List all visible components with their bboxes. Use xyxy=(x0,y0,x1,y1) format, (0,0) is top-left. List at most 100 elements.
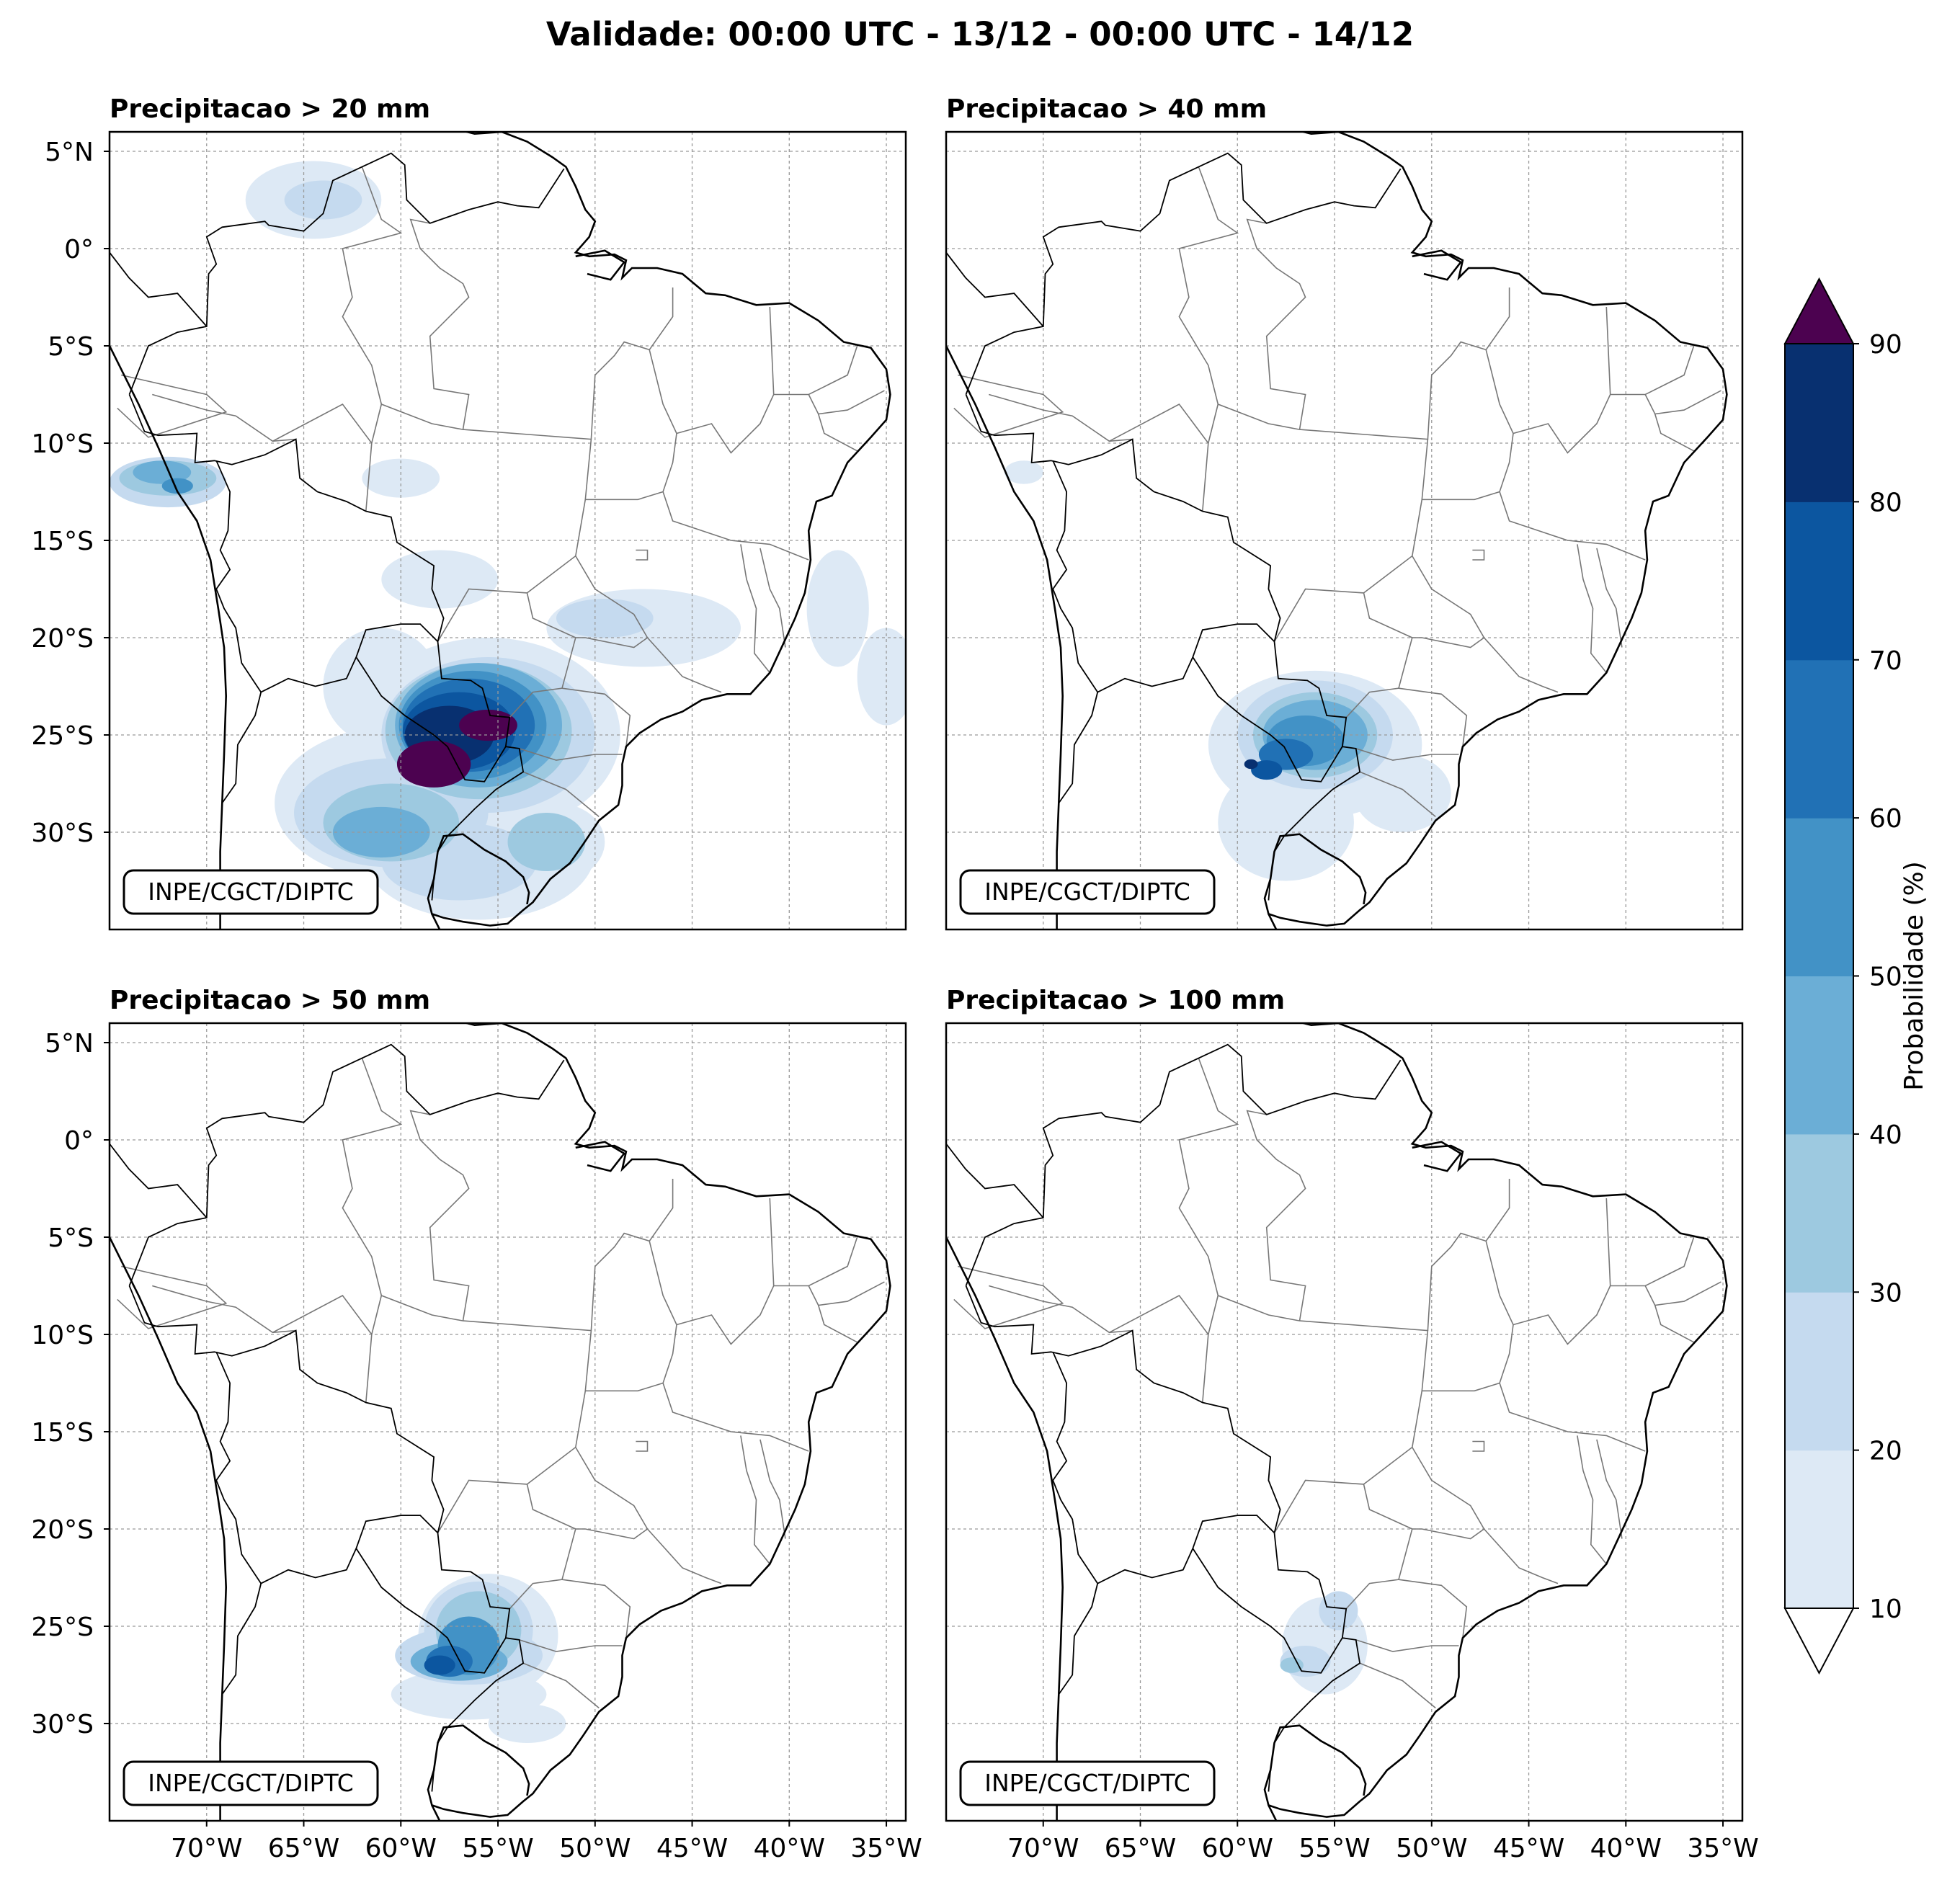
country-border xyxy=(355,656,507,783)
panel-title: Precipitacao > 50 mm xyxy=(110,986,430,1015)
political-borders xyxy=(110,1023,891,1821)
country-border xyxy=(215,1351,439,1584)
lon-tick-label: 35°W xyxy=(1687,1834,1758,1863)
state-border xyxy=(740,544,770,674)
credit-frame xyxy=(122,869,379,915)
state-border xyxy=(1246,1110,1306,1321)
state-border xyxy=(519,1639,623,1652)
colorbar-segment xyxy=(1785,344,1853,502)
country-border xyxy=(128,1043,565,1286)
probability-patch xyxy=(1319,1591,1358,1631)
state-border xyxy=(773,345,858,396)
country-border xyxy=(946,251,1044,327)
probability-patch xyxy=(161,478,193,494)
state-border xyxy=(371,403,592,594)
state-border xyxy=(342,1058,403,1296)
credit-frame xyxy=(959,1760,1216,1806)
lat-tick-label: 0° xyxy=(64,235,94,264)
state-border xyxy=(117,1265,228,1329)
credit-label: INPE/CGCT/DIPTC xyxy=(984,878,1190,906)
state-border xyxy=(989,393,1133,442)
coastline xyxy=(1268,1804,1278,1821)
map-frame xyxy=(108,130,907,931)
probability-patch xyxy=(507,813,586,871)
state-border xyxy=(1273,588,1413,718)
panel-title: Precipitacao > 20 mm xyxy=(110,94,430,124)
state-border xyxy=(1422,1241,1514,1392)
map-panel: Precipitacao > 50 mm INPE/CGCT/DIPTC 5°N 0°… xyxy=(31,986,922,1863)
state-border xyxy=(808,390,885,415)
lon-tick-label: 50°W xyxy=(1396,1834,1467,1863)
state-border xyxy=(1499,491,1646,561)
map-panel: Precipitacao > 20 mm INPE/CGCT/DIPTC 5°N 0°… xyxy=(31,94,907,931)
lat-tick-label: 10°S xyxy=(31,429,94,459)
country-border xyxy=(946,1143,1044,1218)
state-border xyxy=(636,1440,649,1452)
panel-title: Precipitacao > 40 mm xyxy=(946,94,1267,124)
coastline xyxy=(431,913,441,929)
lat-tick-label: 10°S xyxy=(31,1321,94,1350)
coastline xyxy=(1412,1141,1463,1172)
state-border xyxy=(1422,349,1514,501)
map-panel: Precipitacao > 40 mm INPE/CGCT/DIPTC xyxy=(945,94,1744,931)
political-borders xyxy=(946,1023,1728,1821)
political-borders xyxy=(946,132,1728,929)
state-border xyxy=(817,414,858,452)
country-border xyxy=(965,152,1402,395)
country-border xyxy=(355,1548,507,1674)
country-border xyxy=(965,1043,1402,1286)
state-border xyxy=(1355,1639,1459,1652)
state-border xyxy=(1596,1439,1623,1539)
coastline xyxy=(1412,249,1463,281)
state-border xyxy=(989,1285,1133,1334)
state-border xyxy=(636,549,649,561)
panel-title: Precipitacao > 100 mm xyxy=(946,986,1285,1015)
colorbar-tick-label: 40 xyxy=(1869,1120,1902,1150)
probability-patch xyxy=(1004,460,1043,484)
state-border xyxy=(953,1265,1064,1329)
country-border xyxy=(128,152,565,395)
probability-patch xyxy=(1251,760,1283,780)
state-border xyxy=(409,218,470,430)
state-border xyxy=(152,393,296,442)
credit-frame xyxy=(122,1760,379,1806)
coastline xyxy=(427,1023,891,1818)
state-border xyxy=(1109,1294,1209,1403)
state-border xyxy=(522,771,600,818)
country-border xyxy=(215,460,439,693)
map-area xyxy=(946,132,1742,929)
state-border xyxy=(1355,748,1459,761)
map-panel: Precipitacao > 100 mm INPE/CGCT/DIPTC 70°W… xyxy=(945,986,1759,1863)
lon-tick-label: 70°W xyxy=(171,1834,242,1863)
probability-patch xyxy=(1218,764,1354,881)
lon-tick-label: 70°W xyxy=(1007,1834,1079,1863)
country-border xyxy=(110,251,208,327)
state-border xyxy=(272,403,373,512)
state-border xyxy=(817,1305,858,1343)
credit-frame xyxy=(959,869,1216,915)
colorbar-over-arrow xyxy=(1783,277,1855,344)
country-border xyxy=(221,1583,262,1695)
state-border xyxy=(1654,414,1694,452)
probability-patch xyxy=(1244,759,1258,770)
lat-tick-label: 15°S xyxy=(31,527,94,556)
state-border xyxy=(590,341,650,440)
state-border xyxy=(1485,287,1510,350)
lat-tick-label: 20°S xyxy=(31,624,94,654)
credit-box: INPE/CGCT/DIPTC xyxy=(959,869,1216,915)
state-border xyxy=(519,748,623,761)
colorbar-segment xyxy=(1785,1450,1853,1609)
probability-patch xyxy=(133,460,192,484)
lat-tick-label: 0° xyxy=(64,1126,94,1156)
state-border xyxy=(1178,166,1239,405)
colorbar-tick-label: 60 xyxy=(1869,804,1902,834)
probability-patch xyxy=(424,1655,455,1675)
state-border xyxy=(561,1579,631,1639)
state-border xyxy=(1398,687,1468,747)
colorbar-segment xyxy=(1785,818,1853,976)
colorbar-segment xyxy=(1785,1292,1853,1451)
map-area xyxy=(110,1023,906,1821)
lon-tick-label: 45°W xyxy=(656,1834,728,1863)
state-border xyxy=(437,588,576,718)
lon-tick-label: 45°W xyxy=(1493,1834,1564,1863)
